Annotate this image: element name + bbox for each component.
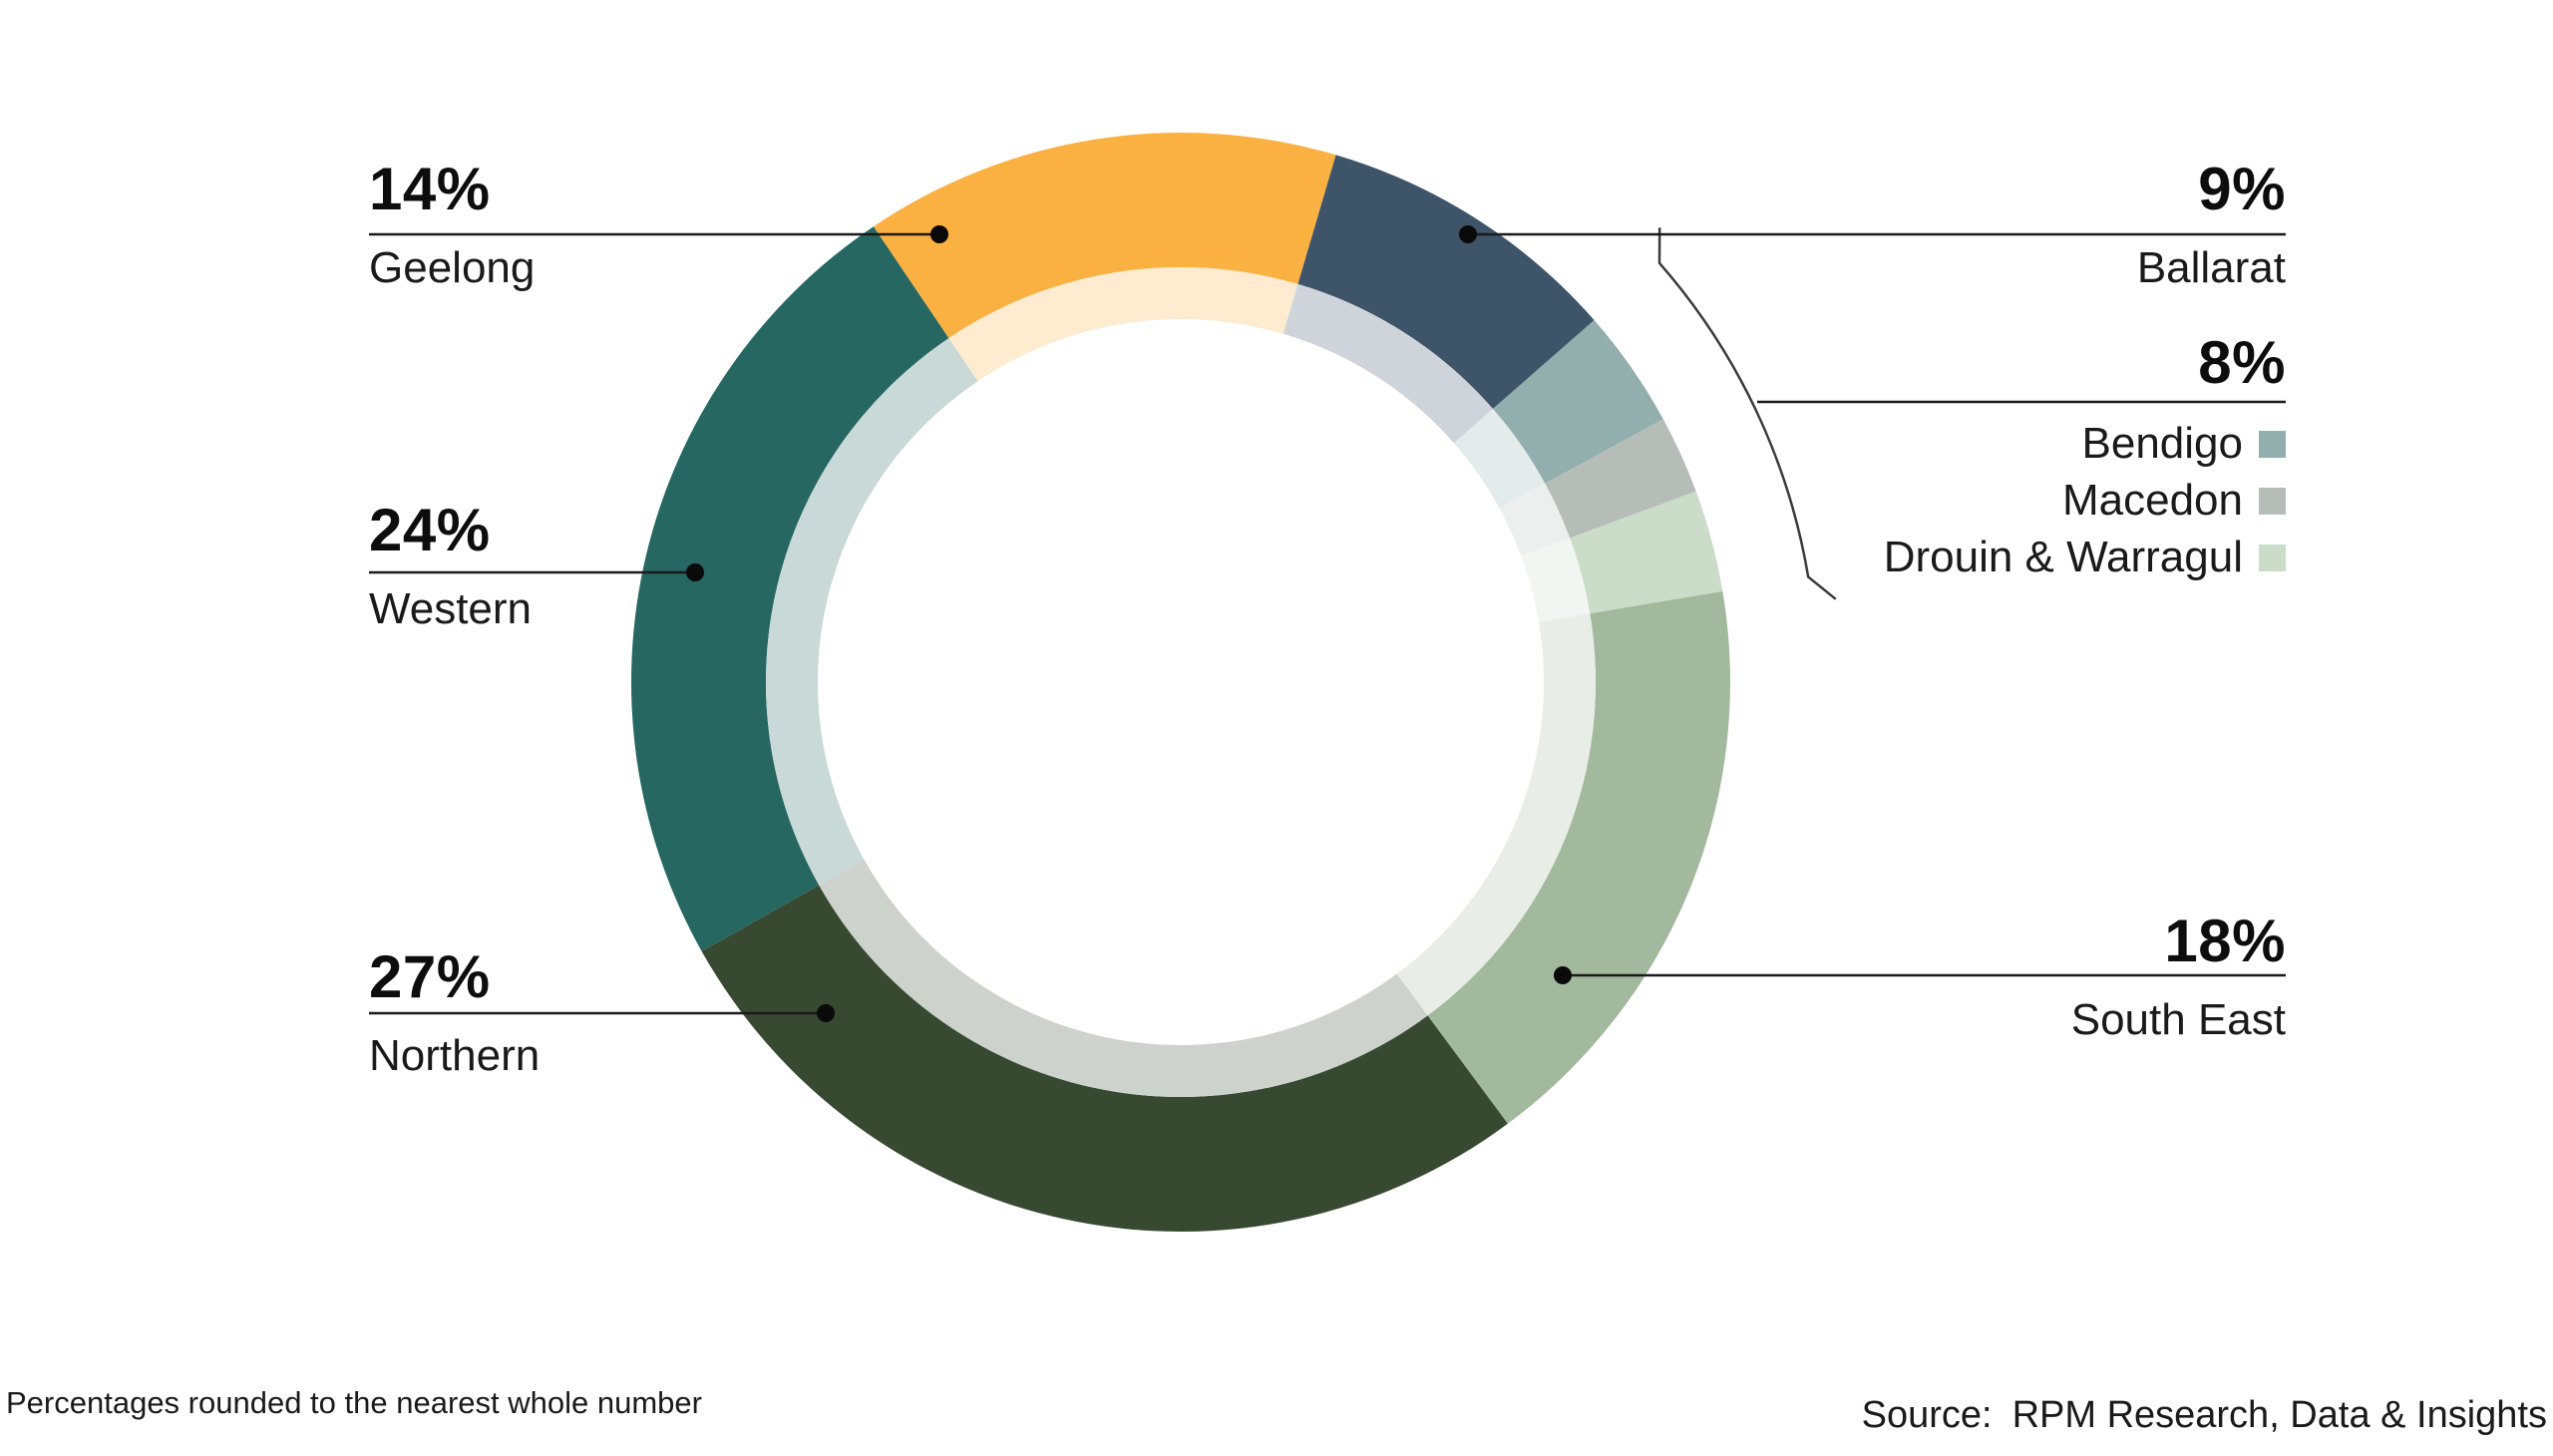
callout-western-value: 24%	[369, 497, 491, 563]
legend: Bendigo Macedon Drouin & Warragul	[1884, 419, 2286, 582]
leader-dot-western	[686, 563, 704, 581]
callout-geelong-name: Geelong	[369, 243, 536, 292]
callout-northern-name: Northern	[369, 1031, 541, 1080]
footnote: Percentages rounded to the nearest whole…	[6, 1385, 702, 1420]
callout-western-name: Western	[369, 584, 533, 633]
callout-ballarat-value: 9%	[2198, 156, 2286, 222]
callout-geelong-value: 14%	[369, 156, 491, 222]
callout-south-east-name: South East	[2070, 995, 2286, 1044]
donut-segment-south-east	[1427, 590, 1730, 1124]
donut-segment-ballarat	[1297, 155, 1595, 409]
source-note: Source: RPM Research, Data & Insights	[1862, 1393, 2547, 1437]
donut-segment-northern	[701, 885, 1508, 1233]
donut-inner-segment-western	[766, 338, 978, 886]
donut-inner-segment-bendigo	[1453, 408, 1546, 509]
source-text: RPM Research, Data & Insights	[2011, 1394, 2547, 1436]
leader-dot-south-east	[1554, 966, 1572, 984]
donut-segment-macedon	[1545, 419, 1696, 539]
callout-geelong: 14% Geelong	[369, 158, 535, 293]
legend-swatch-drouin-warragul	[2259, 544, 2286, 571]
donut-segment-bendigo	[1493, 320, 1663, 484]
callout-south-east-value: 18%	[2164, 908, 2286, 974]
leader-dot-geelong	[930, 225, 948, 243]
legend-swatch-macedon	[2259, 487, 2286, 515]
donut-segment-western	[630, 226, 949, 951]
callout-regional-group: 8% Bendigo Macedon Drouin & Warragul	[1884, 331, 2286, 582]
donut-inner-segment-macedon	[1499, 483, 1571, 556]
callout-south-east: 18% South East	[2071, 910, 2286, 1045]
legend-item-bendigo: Bendigo	[1884, 419, 2286, 469]
donut-inner-segment-geelong	[948, 267, 1298, 382]
donut-segment-geelong	[873, 133, 1336, 339]
callout-western: 24% Western	[369, 499, 532, 634]
callout-group-value: 8%	[2198, 329, 2286, 396]
callout-northern-value: 27%	[369, 943, 491, 1010]
legend-swatch-bendigo	[2259, 430, 2286, 458]
legend-item-macedon: Macedon	[1884, 476, 2286, 526]
source-label: Source:	[1861, 1394, 1993, 1436]
callout-ballarat: 9% Ballarat	[2137, 158, 2286, 293]
donut-inner-segment-northern	[819, 860, 1428, 1098]
donut-inner-segment-ballarat	[1282, 283, 1493, 444]
legend-item-drouin-warragul: Drouin & Warragul	[1884, 533, 2286, 582]
donut-inner-segment-drouin-warragul	[1521, 538, 1591, 622]
legend-item-macedon-label: Macedon	[2061, 476, 2243, 525]
leader-dot-ballarat	[1459, 225, 1477, 243]
legend-item-drouin-warragul-label: Drouin & Warragul	[1883, 533, 2243, 581]
legend-item-bendigo-label: Bendigo	[2081, 419, 2243, 468]
group-bracket	[1657, 227, 1837, 600]
donut-inner-segment-south-east	[1396, 613, 1596, 1016]
leader-dot-northern	[817, 1004, 835, 1022]
callout-ballarat-name: Ballarat	[2136, 243, 2286, 292]
donut-segment-drouin-warragul	[1570, 491, 1723, 614]
callout-northern: 27% Northern	[369, 945, 540, 1081]
